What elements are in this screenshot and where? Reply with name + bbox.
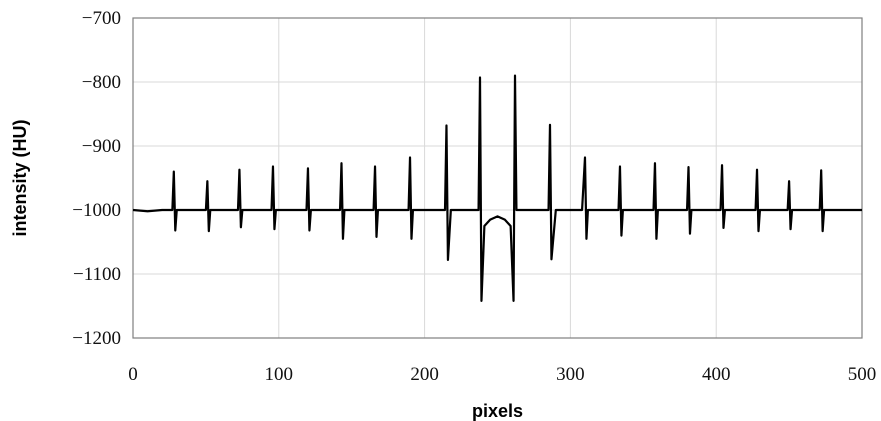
gridlines: [132, 17, 863, 339]
y-tick-label: −1000: [72, 200, 121, 221]
intensity-series-line: [132, 74, 862, 302]
x-axis-title: pixels: [472, 401, 523, 421]
x-tick-label: 300: [556, 364, 585, 385]
x-tick-label: 100: [265, 364, 294, 385]
x-tick-label: 500: [848, 364, 877, 385]
series-layer: [132, 74, 862, 302]
y-tick-label: −800: [82, 72, 121, 93]
y-axis-title: intensity (HU): [10, 119, 30, 236]
x-tick-label: 200: [410, 364, 439, 385]
y-tick-label: −700: [82, 8, 121, 29]
tick-labels: −700 −800 −900 −1000 −1100 −1200 0 100 200 300 400…: [72, 8, 876, 385]
x-tick-label: 0: [128, 364, 138, 385]
y-tick-label: −1200: [72, 328, 121, 349]
plot-area-frame: [132, 17, 863, 339]
y-tick-label: −900: [82, 136, 121, 157]
x-tick-label: 400: [702, 364, 731, 385]
y-tick-label: −1100: [73, 264, 121, 285]
